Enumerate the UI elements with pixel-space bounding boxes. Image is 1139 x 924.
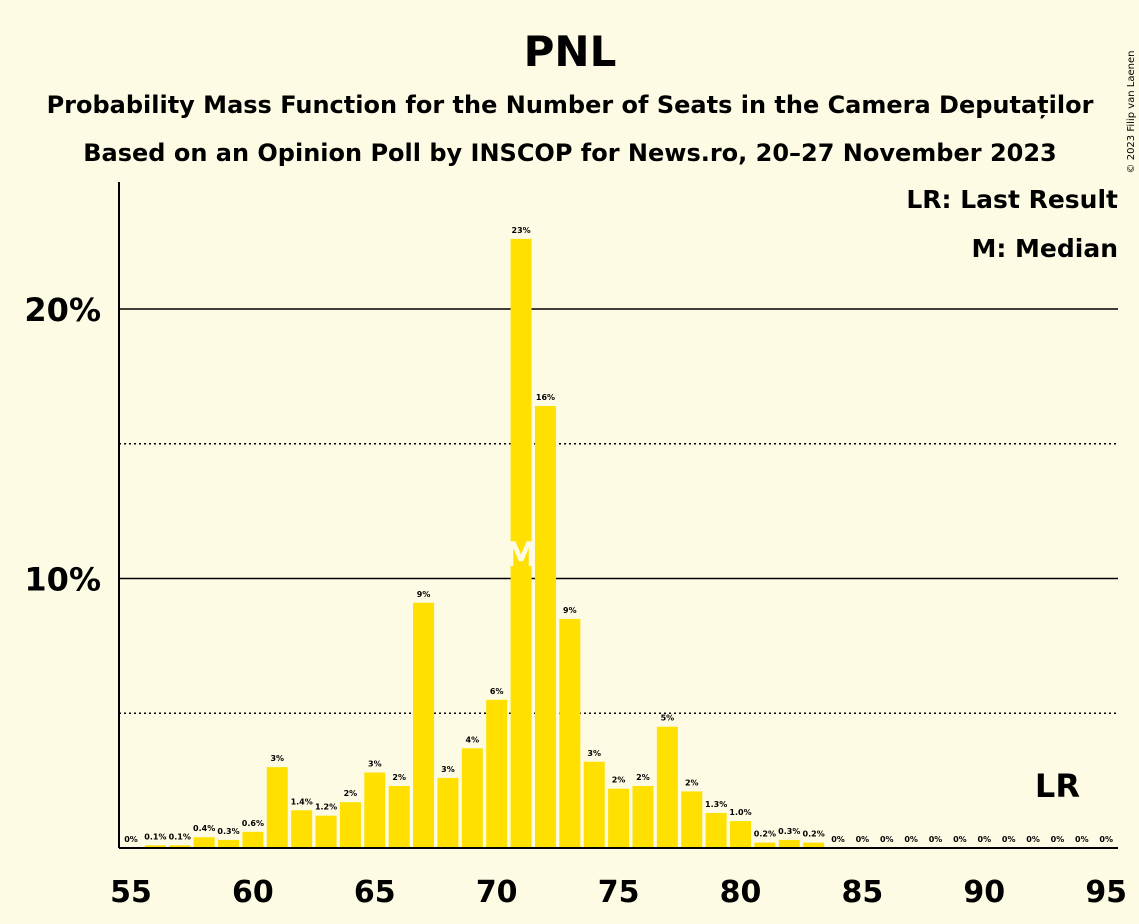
bar: [656, 726, 678, 848]
bar: [681, 791, 703, 848]
bar: [315, 815, 337, 848]
data-label: 0%: [856, 835, 870, 844]
bar: [144, 845, 166, 848]
chart-title: PNL: [524, 27, 617, 76]
x-tick-label: 70: [476, 875, 518, 910]
median-marker: M: [504, 535, 538, 575]
data-label: 0.4%: [193, 824, 215, 833]
data-label: 0.1%: [144, 832, 166, 841]
bar: [364, 772, 386, 848]
x-tick-label: 85: [842, 875, 884, 910]
bar: [608, 788, 630, 848]
data-label: 1.0%: [729, 808, 751, 817]
data-label: 5%: [661, 714, 675, 723]
data-label: 0%: [124, 835, 138, 844]
data-label: 0%: [880, 835, 894, 844]
data-label: 6%: [490, 687, 504, 696]
data-label: 16%: [536, 393, 555, 402]
bar: [242, 831, 264, 848]
chart-subtitle-source: Based on an Opinion Poll by INSCOP for N…: [83, 139, 1057, 167]
data-label: 1.4%: [291, 797, 313, 806]
data-label: 3%: [270, 754, 284, 763]
x-tick-label: 90: [963, 875, 1005, 910]
x-tick-label: 80: [720, 875, 762, 910]
data-label: 0%: [1099, 835, 1113, 844]
data-label: 0%: [1075, 835, 1089, 844]
bar: [437, 777, 459, 848]
data-label: 2%: [344, 789, 358, 798]
bar: [778, 839, 800, 848]
chart-subtitle: Probability Mass Function for the Number…: [47, 91, 1094, 119]
data-label: 0%: [831, 835, 845, 844]
data-label: 0.6%: [242, 819, 264, 828]
x-tick-label: 55: [110, 875, 152, 910]
data-label: 0.3%: [778, 827, 800, 836]
data-label: 0%: [1002, 835, 1016, 844]
bar: [754, 842, 776, 848]
bar: [291, 810, 313, 848]
data-label: 0.2%: [803, 830, 825, 839]
data-label: 4%: [466, 735, 480, 744]
bar: [339, 802, 361, 848]
data-label: 0%: [929, 835, 943, 844]
data-label: 23%: [512, 226, 531, 235]
bar: [583, 761, 605, 848]
y-tick-label: 10%: [24, 561, 101, 599]
data-label: 3%: [587, 749, 601, 758]
y-tick-label: 20%: [24, 291, 101, 329]
data-label: 9%: [417, 590, 431, 599]
bar: [534, 406, 556, 848]
data-label: 1.2%: [315, 803, 337, 812]
bar: [730, 821, 751, 848]
bar: [388, 786, 410, 848]
data-label: 1.3%: [705, 800, 727, 809]
bar: [218, 839, 240, 848]
data-label: 2%: [612, 776, 626, 785]
bar: [461, 748, 483, 848]
data-label: 3%: [368, 760, 382, 769]
bar: [413, 602, 435, 848]
data-label: 0%: [953, 835, 967, 844]
x-tick-label: 75: [598, 875, 640, 910]
data-label: 0.3%: [217, 827, 239, 836]
x-tick-label: 95: [1085, 875, 1127, 910]
data-label: 2%: [392, 773, 406, 782]
data-label: 2%: [636, 773, 650, 782]
bar: [486, 699, 508, 848]
data-label: 2%: [685, 778, 699, 787]
bar: [559, 618, 581, 848]
data-label: 0%: [1026, 835, 1040, 844]
data-label: 3%: [441, 765, 455, 774]
bar: [510, 238, 532, 848]
bar: [705, 812, 727, 848]
bar: [193, 837, 215, 848]
copyright: © 2023 Filip van Laenen: [1126, 51, 1137, 174]
data-label: 0.1%: [169, 832, 191, 841]
bar: [632, 786, 654, 848]
x-tick-label: 65: [354, 875, 396, 910]
data-label: 0%: [978, 835, 992, 844]
data-label: 9%: [563, 606, 577, 615]
legend-last-result: LR: Last Result: [906, 185, 1118, 214]
bar: [169, 845, 191, 848]
bar: [266, 767, 288, 848]
data-label: 0%: [1051, 835, 1065, 844]
x-tick-label: 60: [232, 875, 274, 910]
data-label: 0%: [904, 835, 918, 844]
bar: [803, 842, 825, 848]
data-label: 0.2%: [754, 830, 776, 839]
legend-median: M: Median: [971, 234, 1118, 263]
last-result-marker: LR: [1035, 767, 1080, 805]
